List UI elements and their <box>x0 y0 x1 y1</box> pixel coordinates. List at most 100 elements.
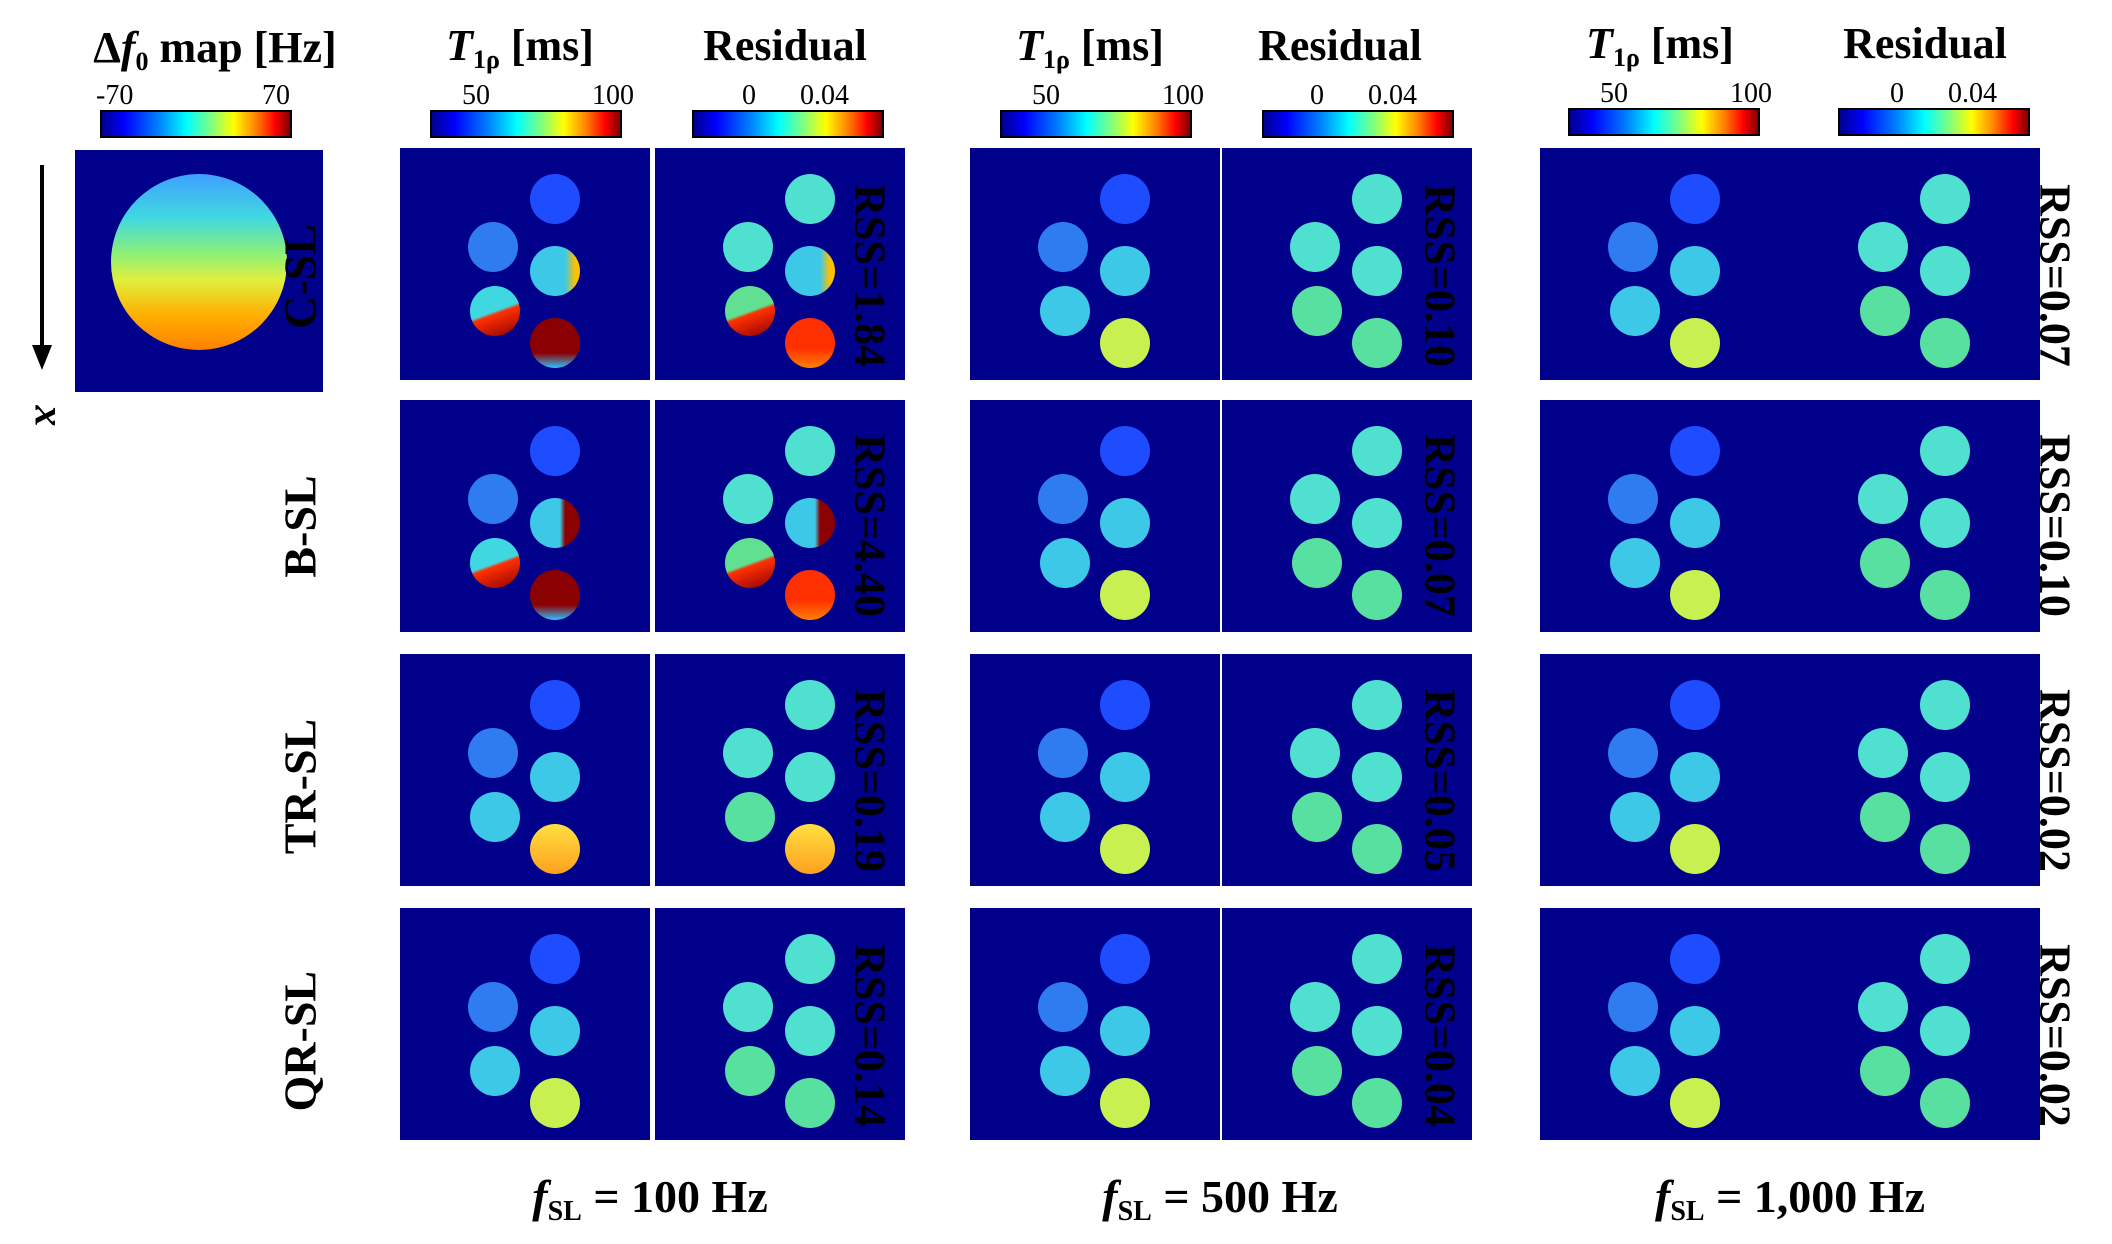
df0-tick-max: 70 <box>262 80 290 111</box>
t1rho-tick-max-3: 100 <box>1730 78 1772 109</box>
phantom-vial <box>1858 474 1908 524</box>
t1rho-tick-max-1: 100 <box>592 80 634 111</box>
phantom-vial <box>1670 318 1720 368</box>
row-label-tr-sl: TR-SL <box>274 718 326 855</box>
phantom-vial <box>1670 174 1720 224</box>
panel-residual-f500-b-sl <box>1222 400 1472 632</box>
phantom-vial <box>1040 792 1090 842</box>
rss-f1000-tr-sl: RSS=0.02 <box>2030 689 2080 872</box>
phantom-vial <box>1038 222 1088 272</box>
phantom-vial <box>1352 934 1402 984</box>
panel-residual-f1000-qr-sl <box>1790 908 2040 1140</box>
phantom-vial <box>1920 318 1970 368</box>
rss-f100-qr-sl: RSS=0.14 <box>845 944 895 1127</box>
phantom-vial <box>1610 792 1660 842</box>
t1rho-tick-min-3: 50 <box>1600 78 1628 109</box>
phantom-vial <box>1290 728 1340 778</box>
phantom-vial <box>1920 934 1970 984</box>
rss-f100-tr-sl: RSS=0.19 <box>845 689 895 872</box>
phantom-vial <box>1290 222 1340 272</box>
phantom-vial <box>1670 246 1720 296</box>
panel-residual-f100-b-sl <box>655 400 905 632</box>
phantom-vial <box>725 792 775 842</box>
phantom-vial <box>1038 728 1088 778</box>
phantom-vial <box>1670 498 1720 548</box>
phantom-vial <box>725 1046 775 1096</box>
phantom-vial <box>1290 474 1340 524</box>
phantom-vial <box>1608 222 1658 272</box>
phantom-vial <box>785 246 835 296</box>
phantom-vial <box>1670 824 1720 874</box>
phantom-vial <box>1920 680 1970 730</box>
phantom-vial <box>723 474 773 524</box>
phantom-vial <box>1858 222 1908 272</box>
phantom-vial <box>785 934 835 984</box>
panel-t1rho-f500-tr-sl <box>970 654 1220 886</box>
phantom-vial <box>785 824 835 874</box>
residual-colorbar-2 <box>1262 110 1454 138</box>
phantom-vial <box>1100 1006 1150 1056</box>
phantom-vial <box>785 174 835 224</box>
residual-colorbar-3 <box>1838 108 2030 136</box>
phantom-vial <box>470 1046 520 1096</box>
phantom-vial <box>1290 982 1340 1032</box>
panel-residual-f100-tr-sl <box>655 654 905 886</box>
phantom-vial <box>785 318 835 368</box>
phantom-vial <box>1352 246 1402 296</box>
res-tick-min-3: 0 <box>1890 78 1904 109</box>
df0-map-title: Δf0 map [Hz] <box>93 23 337 76</box>
phantom-vial <box>1860 792 1910 842</box>
panel-residual-f100-qr-sl <box>655 908 905 1140</box>
phantom-vial <box>1352 174 1402 224</box>
panel-residual-f500-tr-sl <box>1222 654 1472 886</box>
phantom-vial <box>530 824 580 874</box>
phantom-vial <box>1352 426 1402 476</box>
phantom-vial <box>1858 728 1908 778</box>
phantom-vial <box>785 498 835 548</box>
rss-f500-b-sl: RSS=0.07 <box>1415 434 1465 617</box>
phantom-vial <box>530 752 580 802</box>
rss-f500-c-sl: RSS=0.10 <box>1415 184 1465 367</box>
phantom-vial <box>1610 538 1660 588</box>
phantom-vial <box>1100 570 1150 620</box>
panel-residual-f1000-b-sl <box>1790 400 2040 632</box>
phantom-vial <box>1670 426 1720 476</box>
phantom-vial <box>1860 1046 1910 1096</box>
rss-f1000-c-sl: RSS=0.07 <box>2030 184 2080 367</box>
phantom-vial <box>725 286 775 336</box>
phantom-vial <box>530 570 580 620</box>
phantom-vial <box>723 728 773 778</box>
phantom-vial <box>1352 1078 1402 1128</box>
phantom-vial <box>1040 1046 1090 1096</box>
res-tick-max-2: 0.04 <box>1368 80 1417 111</box>
panel-t1rho-f1000-tr-sl <box>1540 654 1790 886</box>
panel-t1rho-f1000-c-sl <box>1540 148 1790 380</box>
phantom-vial <box>1038 982 1088 1032</box>
row-label-c-sl: C-SL <box>274 224 326 329</box>
phantom-vial <box>1292 538 1342 588</box>
phantom-vial <box>785 1078 835 1128</box>
phantom-vial <box>1352 570 1402 620</box>
phantom-vial <box>1100 752 1150 802</box>
phantom-vial <box>468 728 518 778</box>
phantom-vial <box>1100 174 1150 224</box>
phantom-vial <box>530 426 580 476</box>
residual-colorbar-1 <box>692 110 884 138</box>
phantom-vial <box>1608 474 1658 524</box>
phantom-vial <box>1670 752 1720 802</box>
phantom-vial <box>1100 318 1150 368</box>
phantom-vial <box>1352 1006 1402 1056</box>
phantom-vial <box>1920 1078 1970 1128</box>
phantom-vial <box>1100 934 1150 984</box>
panel-residual-f100-c-sl <box>655 148 905 380</box>
panel-t1rho-f100-b-sl <box>400 400 650 632</box>
phantom-vial <box>530 1078 580 1128</box>
phantom-vial <box>1920 824 1970 874</box>
phantom-vial <box>1670 570 1720 620</box>
t1rho-header-1: T1ρ [ms] <box>446 21 594 74</box>
rss-f500-tr-sl: RSS=0.05 <box>1415 689 1465 872</box>
t1rho-header-3: T1ρ [ms] <box>1586 19 1734 72</box>
phantom-vial <box>1292 286 1342 336</box>
phantom-vial <box>1920 1006 1970 1056</box>
phantom-vial <box>530 318 580 368</box>
